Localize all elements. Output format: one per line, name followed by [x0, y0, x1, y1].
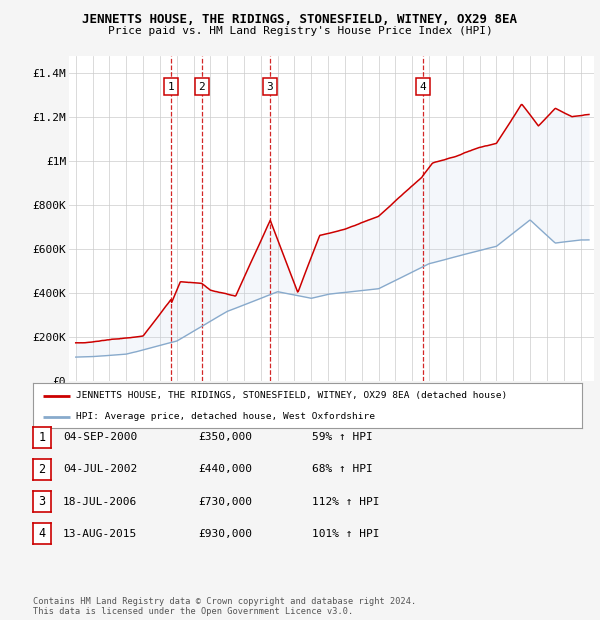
Text: 59% ↑ HPI: 59% ↑ HPI: [312, 432, 373, 442]
Text: JENNETTS HOUSE, THE RIDINGS, STONESFIELD, WITNEY, OX29 8EA: JENNETTS HOUSE, THE RIDINGS, STONESFIELD…: [83, 13, 517, 26]
Text: 04-SEP-2000: 04-SEP-2000: [63, 432, 137, 442]
Text: 13-AUG-2015: 13-AUG-2015: [63, 529, 137, 539]
Text: HPI: Average price, detached house, West Oxfordshire: HPI: Average price, detached house, West…: [76, 412, 375, 421]
Text: £440,000: £440,000: [198, 464, 252, 474]
Text: 3: 3: [38, 495, 46, 508]
Text: 1: 1: [168, 82, 175, 92]
Text: 4: 4: [419, 82, 426, 92]
Text: 04-JUL-2002: 04-JUL-2002: [63, 464, 137, 474]
Text: 4: 4: [38, 528, 46, 540]
Text: This data is licensed under the Open Government Licence v3.0.: This data is licensed under the Open Gov…: [33, 607, 353, 616]
Text: 3: 3: [266, 82, 273, 92]
Text: 101% ↑ HPI: 101% ↑ HPI: [312, 529, 380, 539]
Text: £350,000: £350,000: [198, 432, 252, 442]
Text: 2: 2: [38, 463, 46, 476]
Text: 112% ↑ HPI: 112% ↑ HPI: [312, 497, 380, 507]
Text: JENNETTS HOUSE, THE RIDINGS, STONESFIELD, WITNEY, OX29 8EA (detached house): JENNETTS HOUSE, THE RIDINGS, STONESFIELD…: [76, 391, 507, 400]
Text: 2: 2: [199, 82, 205, 92]
Text: £730,000: £730,000: [198, 497, 252, 507]
Text: 1: 1: [38, 431, 46, 443]
Text: Price paid vs. HM Land Registry's House Price Index (HPI): Price paid vs. HM Land Registry's House …: [107, 26, 493, 36]
Text: £930,000: £930,000: [198, 529, 252, 539]
Text: 18-JUL-2006: 18-JUL-2006: [63, 497, 137, 507]
Text: Contains HM Land Registry data © Crown copyright and database right 2024.: Contains HM Land Registry data © Crown c…: [33, 597, 416, 606]
Text: 68% ↑ HPI: 68% ↑ HPI: [312, 464, 373, 474]
